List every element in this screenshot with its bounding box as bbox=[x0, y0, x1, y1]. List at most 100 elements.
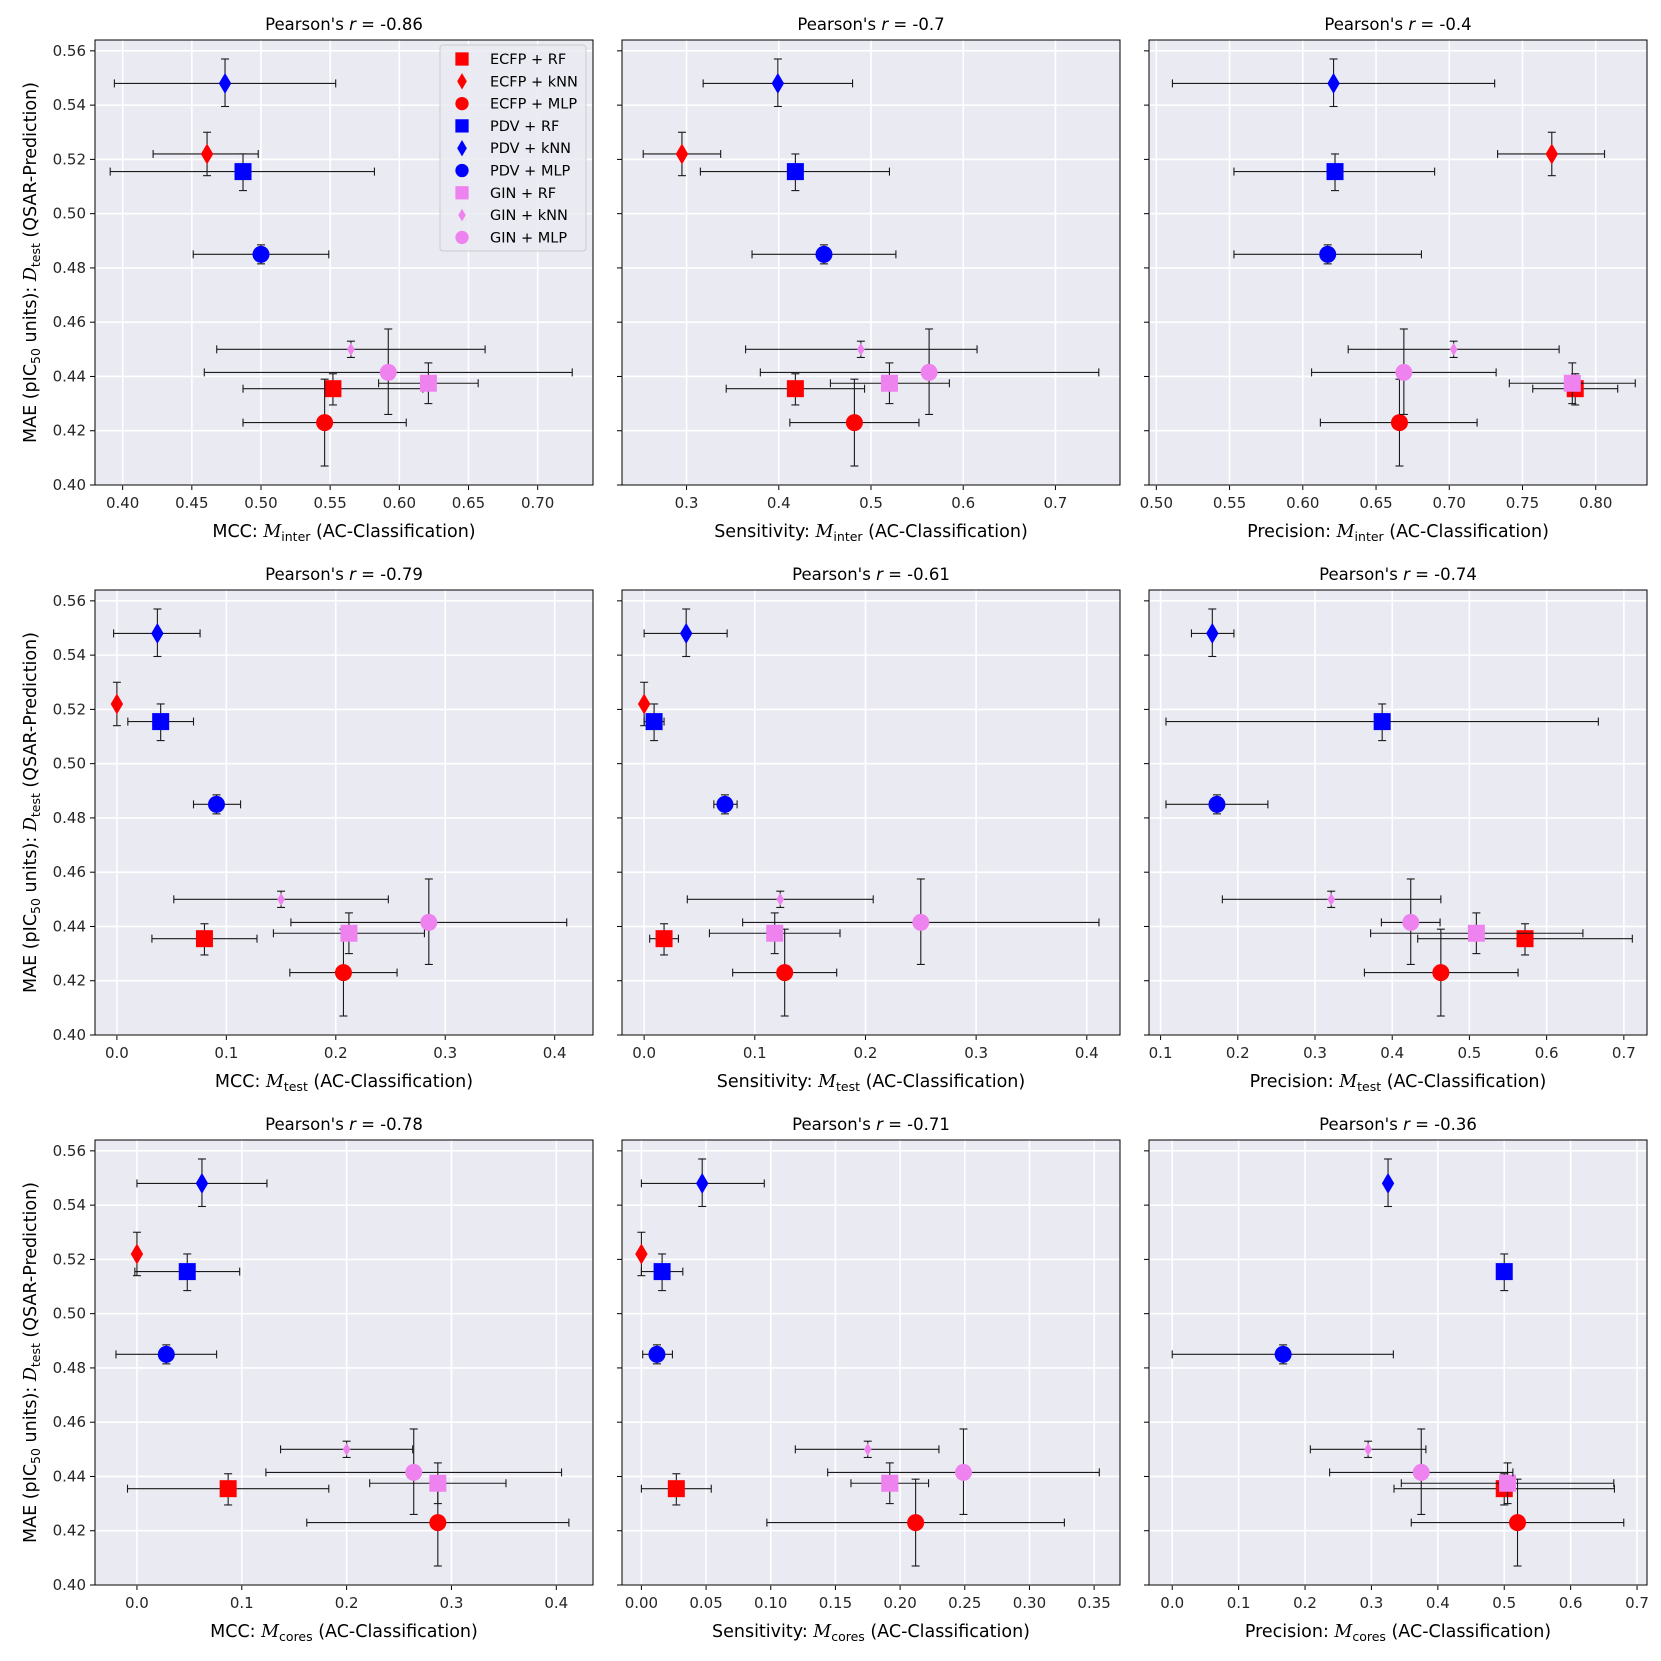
data-point bbox=[1497, 131, 1606, 177]
legend-marker bbox=[455, 119, 469, 133]
title-value: = -0.79 bbox=[356, 565, 423, 584]
y-tick-label: 0.54 bbox=[53, 96, 86, 114]
data-point bbox=[1417, 923, 1633, 956]
xlabel-math-m: M bbox=[815, 522, 835, 542]
title-r: r bbox=[349, 15, 357, 34]
ylabel-suffix: (QSAR-Prediction) bbox=[21, 632, 41, 793]
x-axis-label: Precision: Mcores (AC-Classification) bbox=[1245, 1622, 1551, 1644]
y-tick-label: 0.52 bbox=[53, 700, 86, 718]
plot-frame bbox=[94, 39, 594, 486]
y-tick-label: 0.44 bbox=[53, 1467, 86, 1485]
data-point bbox=[794, 1440, 940, 1459]
data-point bbox=[640, 1158, 765, 1208]
y-tick-label: 0.42 bbox=[53, 422, 86, 440]
y-tick-label: 0.40 bbox=[53, 1576, 86, 1594]
data-point bbox=[1221, 890, 1442, 909]
ylabel-math-d: D bbox=[21, 817, 41, 832]
x-tick-label: 0.00 bbox=[625, 1594, 658, 1612]
x-axis-label: Sensitivity: Mcores (AC-Classification) bbox=[712, 1622, 1030, 1644]
y-tick-label: 0.40 bbox=[53, 1026, 86, 1044]
xlabel-subscript: cores bbox=[831, 1629, 865, 1644]
y-tick-label: 0.42 bbox=[53, 972, 86, 990]
xlabel-math-m: M bbox=[817, 1072, 837, 1092]
marker-gin-rf bbox=[880, 374, 898, 392]
x-tick-label: 0.40 bbox=[106, 494, 139, 512]
data-point bbox=[850, 1462, 930, 1505]
xlabel-prefix: Precision: bbox=[1250, 1072, 1340, 1092]
x-axis-label: Sensitivity: Mtest (AC-Classification) bbox=[717, 1072, 1025, 1094]
plot-frame bbox=[1148, 1139, 1648, 1586]
x-tick-label: 0.75 bbox=[1506, 494, 1539, 512]
marker-ecfp-knn bbox=[130, 1243, 144, 1265]
marker-pdv-rf bbox=[234, 163, 252, 181]
data-point bbox=[369, 1462, 507, 1505]
ylabel-middle: units): bbox=[21, 1381, 41, 1448]
marker-gin-mlp bbox=[1395, 363, 1413, 381]
data-point bbox=[732, 928, 838, 1017]
marker-gin-knn bbox=[342, 1442, 351, 1456]
marker-gin-rf bbox=[429, 1474, 447, 1492]
xlabel-math-m: M bbox=[1338, 1072, 1358, 1092]
marker-ecfp-mlp bbox=[1432, 964, 1450, 982]
legend-marker bbox=[455, 230, 469, 245]
x-tick-label: 0.50 bbox=[1140, 494, 1173, 512]
x-tick-label: 0.1 bbox=[1227, 1594, 1251, 1612]
xlabel-math-m: M bbox=[265, 1072, 285, 1092]
data-point bbox=[699, 153, 890, 192]
plot-frame bbox=[621, 589, 1121, 1036]
subplot-title: Pearson's r = -0.74 bbox=[1319, 565, 1477, 584]
marker-pdv-rf bbox=[1373, 713, 1391, 731]
data-point bbox=[265, 1428, 563, 1516]
xlabel-prefix: Sensitivity: bbox=[717, 1072, 818, 1092]
x-tick-label: 0.4 bbox=[1380, 1044, 1404, 1062]
marker-ecfp-rf bbox=[219, 1480, 237, 1498]
title-r: r bbox=[876, 1115, 884, 1134]
xlabel-math-m: M bbox=[1336, 522, 1356, 542]
data-point bbox=[134, 1253, 241, 1292]
marker-pdv-knn bbox=[1206, 622, 1219, 644]
title-prefix: Pearson's bbox=[265, 15, 349, 34]
ylabel-prefix: MAE (pIC bbox=[21, 914, 41, 993]
ylabel-dsubscript: test bbox=[28, 243, 43, 267]
title-value: = -0.61 bbox=[883, 565, 950, 584]
x-tick-label: 0.7 bbox=[1625, 1594, 1649, 1612]
data-point bbox=[789, 378, 920, 467]
data-point bbox=[1165, 703, 1599, 742]
xlabel-subscript: test bbox=[1357, 1079, 1381, 1094]
data-point bbox=[1309, 1440, 1427, 1459]
ylabel-middle: units): bbox=[21, 831, 41, 898]
y-tick-label: 0.50 bbox=[53, 1305, 86, 1323]
marker-ecfp-knn bbox=[1545, 143, 1558, 165]
data-point bbox=[1508, 362, 1636, 405]
x-tick-label: 0.4 bbox=[1075, 1044, 1099, 1062]
data-point bbox=[151, 923, 258, 956]
title-r: r bbox=[1408, 15, 1416, 34]
marker-gin-knn bbox=[347, 342, 355, 356]
data-point bbox=[1495, 1253, 1513, 1292]
title-value: = -0.71 bbox=[883, 1115, 950, 1134]
subplot-title: Pearson's r = -0.86 bbox=[265, 15, 423, 34]
marker-ecfp-rf bbox=[1516, 930, 1534, 948]
x-tick-label: 0.3 bbox=[964, 1044, 988, 1062]
data-point bbox=[1311, 328, 1497, 416]
marker-gin-knn bbox=[776, 892, 785, 906]
y-tick-label: 0.48 bbox=[53, 809, 86, 827]
marker-ecfp-mlp bbox=[316, 414, 334, 432]
marker-gin-knn bbox=[1327, 892, 1336, 906]
marker-gin-rf bbox=[419, 374, 437, 392]
xlabel-suffix: (AC-Classification) bbox=[865, 1622, 1030, 1642]
x-axis-label: Sensitivity: Minter (AC-Classification) bbox=[714, 522, 1028, 544]
data-point bbox=[642, 131, 722, 177]
marker-pdv-rf bbox=[645, 713, 663, 731]
data-point bbox=[110, 681, 124, 727]
data-point bbox=[1190, 608, 1235, 658]
legend-marker bbox=[455, 163, 469, 178]
x-tick-label: 0.0 bbox=[105, 1044, 129, 1062]
y-tick-label: 0.48 bbox=[53, 1359, 86, 1377]
x-tick-label: 0.60 bbox=[1286, 494, 1319, 512]
title-prefix: Pearson's bbox=[1319, 565, 1403, 584]
y-tick-label: 0.40 bbox=[53, 476, 86, 494]
x-tick-label: 0.50 bbox=[244, 494, 277, 512]
title-value: = -0.7 bbox=[888, 15, 945, 34]
subplot-title: Pearson's r = -0.71 bbox=[792, 1115, 950, 1134]
